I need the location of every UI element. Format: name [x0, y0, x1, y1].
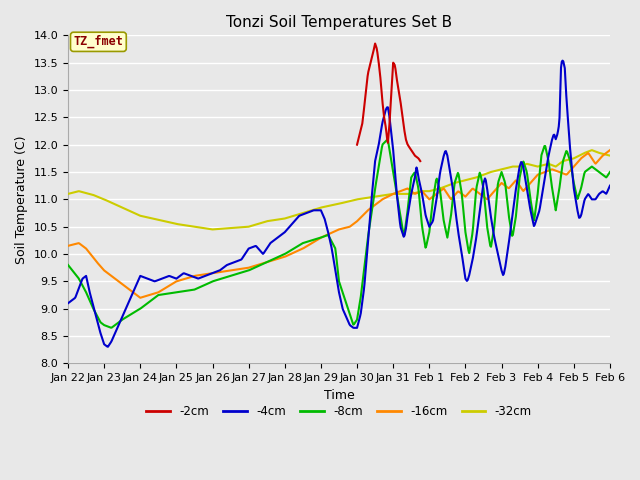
X-axis label: Time: Time — [324, 389, 355, 402]
Title: Tonzi Soil Temperatures Set B: Tonzi Soil Temperatures Set B — [226, 15, 452, 30]
Text: TZ_fmet: TZ_fmet — [74, 35, 124, 48]
Y-axis label: Soil Temperature (C): Soil Temperature (C) — [15, 135, 28, 264]
Legend: -2cm, -4cm, -8cm, -16cm, -32cm: -2cm, -4cm, -8cm, -16cm, -32cm — [141, 401, 536, 423]
